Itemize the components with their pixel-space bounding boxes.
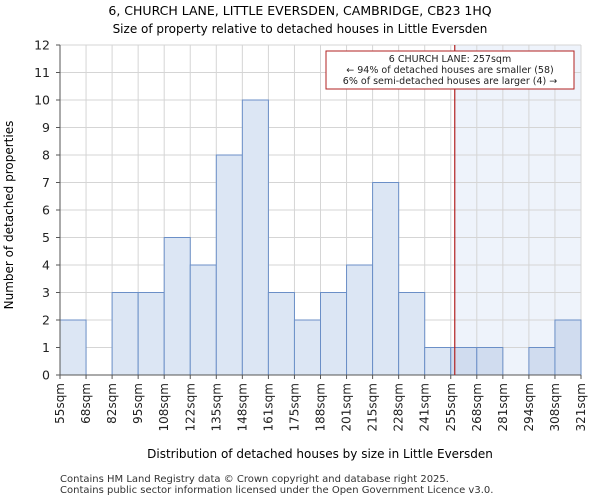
bar-135sqm	[215, 154, 243, 376]
x-tick-label-68sqm: 68sqm	[79, 383, 93, 424]
y-tick-label-2: 2	[42, 313, 50, 328]
annotation-line-2: ← 94% of detached houses are smaller (58…	[346, 65, 553, 76]
y-tick-label-12: 12	[34, 38, 50, 53]
y-tick-label-6: 6	[42, 203, 50, 218]
bar-175sqm	[293, 319, 322, 376]
bar-55sqm	[59, 319, 87, 376]
chart-subtitle: Size of property relative to detached ho…	[113, 22, 488, 36]
annotation-box	[325, 50, 575, 90]
bar-228sqm	[398, 292, 426, 376]
y-tick-label-3: 3	[42, 285, 50, 300]
bar-308sqm	[554, 319, 582, 376]
bar-188sqm	[320, 292, 348, 376]
bar-294sqm	[528, 347, 556, 376]
bar-95sqm	[137, 292, 165, 376]
x-tick-label-201sqm: 201sqm	[340, 383, 354, 431]
annotation-line-3: 6% of semi-detached houses are larger (4…	[343, 76, 557, 87]
x-tick-label-108sqm: 108sqm	[157, 383, 171, 431]
y-axis-label: Number of detached properties	[2, 121, 16, 310]
y-tick-label-4: 4	[42, 258, 50, 273]
bar-82sqm	[111, 292, 139, 376]
x-tick-label-161sqm: 161sqm	[261, 383, 275, 431]
footer-line-1: Contains HM Land Registry data © Crown c…	[60, 474, 449, 485]
x-tick-label-268sqm: 268sqm	[470, 383, 484, 431]
y-tick-label-9: 9	[42, 120, 50, 135]
x-tick-label-228sqm: 228sqm	[392, 383, 406, 431]
x-tick-label-294sqm: 294sqm	[522, 383, 536, 431]
x-tick-label-215sqm: 215sqm	[366, 383, 380, 431]
annotation-line-1: 6 CHURCH LANE: 257sqm	[389, 54, 511, 65]
y-tick-label-5: 5	[42, 230, 50, 245]
x-tick-label-321sqm: 321sqm	[574, 383, 588, 431]
y-tick-label-1: 1	[42, 340, 50, 355]
y-tick-label-8: 8	[42, 148, 50, 163]
bar-268sqm	[476, 347, 504, 376]
bar-148sqm	[241, 99, 269, 376]
chart-title: 6, CHURCH LANE, LITTLE EVERSDEN, CAMBRID…	[108, 3, 491, 18]
bar-241sqm	[424, 347, 452, 376]
x-tick-label-95sqm: 95sqm	[131, 383, 145, 424]
x-tick-label-135sqm: 135sqm	[209, 383, 223, 431]
bar-122sqm	[189, 264, 217, 376]
x-tick-label-55sqm: 55sqm	[53, 383, 67, 424]
x-tick-label-148sqm: 148sqm	[235, 383, 249, 431]
y-tick-label-7: 7	[42, 175, 50, 190]
x-tick-label-308sqm: 308sqm	[548, 383, 562, 431]
footer: Contains HM Land Registry data © Crown c…	[60, 474, 493, 496]
bar-108sqm	[163, 237, 191, 376]
bar-215sqm	[372, 182, 400, 376]
y-tick-label-10: 10	[34, 93, 50, 108]
x-tick-label-188sqm: 188sqm	[314, 383, 328, 431]
x-tick-label-122sqm: 122sqm	[183, 383, 197, 431]
x-tick-label-241sqm: 241sqm	[418, 383, 432, 431]
bar-161sqm	[267, 292, 295, 376]
x-tick-label-281sqm: 281sqm	[496, 383, 510, 431]
x-tick-label-175sqm: 175sqm	[287, 383, 301, 431]
x-tick-label-255sqm: 255sqm	[444, 383, 458, 431]
x-axis-label: Distribution of detached houses by size …	[147, 447, 493, 461]
bar-201sqm	[346, 264, 374, 376]
y-tick-label-11: 11	[34, 65, 50, 80]
y-tick-label-0: 0	[42, 368, 50, 383]
footer-line-2: Contains public sector information licen…	[60, 485, 494, 496]
x-tick-label-82sqm: 82sqm	[105, 383, 119, 424]
